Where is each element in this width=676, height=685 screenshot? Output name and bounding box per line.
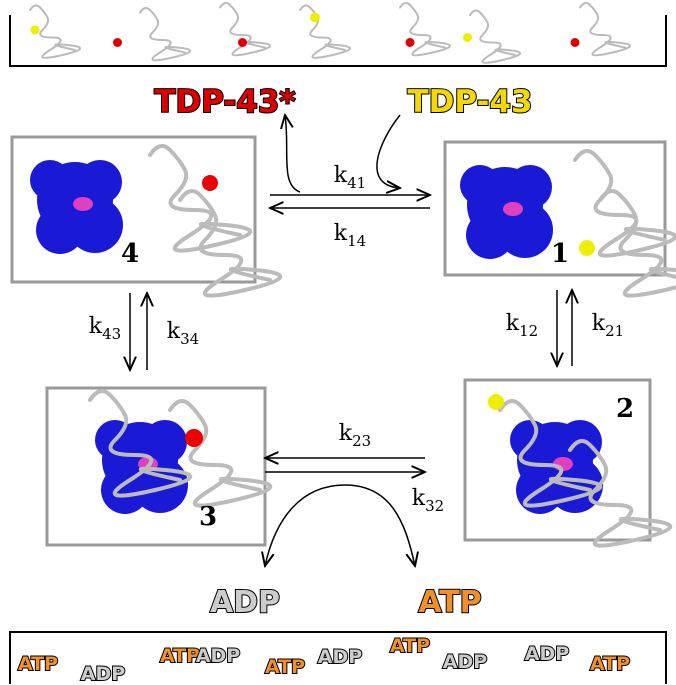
rate-constant: k21 bbox=[592, 311, 624, 340]
state-4: 4 bbox=[10, 135, 283, 298]
rate-symbol: k bbox=[339, 421, 353, 446]
rate-constant: k12 bbox=[506, 311, 538, 340]
rate-subscript: 41 bbox=[347, 174, 366, 192]
rate-subscript: 43 bbox=[102, 325, 121, 343]
state-1: 1 bbox=[443, 140, 676, 298]
rate-symbol: k bbox=[412, 486, 426, 511]
rate-subscript: 12 bbox=[519, 322, 538, 340]
state-3: 3 bbox=[45, 386, 273, 547]
top-bracket bbox=[9, 15, 667, 67]
nucleotide: ADP bbox=[525, 643, 569, 665]
rate-constant: k14 bbox=[334, 221, 366, 250]
nucleotide: ATP bbox=[390, 635, 430, 657]
adp-label: ADP bbox=[210, 585, 280, 620]
rate-symbol: k bbox=[167, 319, 181, 344]
state-number: 4 bbox=[121, 239, 139, 269]
rate-subscript: 14 bbox=[347, 232, 366, 250]
rate-symbol: k bbox=[89, 314, 103, 339]
rate-constant: k43 bbox=[89, 314, 121, 343]
rate-constant: k23 bbox=[339, 421, 371, 450]
bottom-bracket bbox=[9, 631, 667, 684]
rate-subscript: 23 bbox=[352, 432, 371, 450]
nucleotide: ADP bbox=[318, 646, 362, 668]
nucleotide: ADP bbox=[443, 651, 487, 673]
state-number: 2 bbox=[616, 394, 634, 424]
rate-constant: k32 bbox=[412, 486, 444, 515]
nucleotide: ATP bbox=[18, 653, 58, 675]
nucleotide: ATP bbox=[590, 653, 630, 675]
rate-symbol: k bbox=[592, 311, 606, 336]
rate-symbol: k bbox=[334, 221, 348, 246]
tdp-wild-label: TDP-43 bbox=[407, 84, 532, 120]
chain-strip bbox=[29, 2, 632, 64]
state-number: 1 bbox=[551, 239, 569, 269]
rate-constant: k41 bbox=[334, 163, 366, 192]
arrows bbox=[130, 115, 572, 566]
rate-subscript: 21 bbox=[605, 322, 624, 340]
rate-symbol: k bbox=[506, 311, 520, 336]
tdp-mutant-label: TDP-43* bbox=[154, 84, 295, 120]
nucleotide: ATP bbox=[160, 645, 200, 667]
nucleotide: ADP bbox=[196, 645, 240, 667]
rate-constant: k34 bbox=[167, 319, 199, 348]
atp-label: ATP bbox=[418, 585, 481, 620]
nucleotide: ATP bbox=[265, 656, 305, 678]
rate-subscript: 34 bbox=[180, 330, 199, 348]
rate-subscript: 32 bbox=[425, 497, 444, 515]
nucleotide: ADP bbox=[81, 663, 125, 685]
state-number: 3 bbox=[199, 502, 217, 532]
state-2: 2 bbox=[463, 378, 673, 548]
rate-symbol: k bbox=[334, 163, 348, 188]
